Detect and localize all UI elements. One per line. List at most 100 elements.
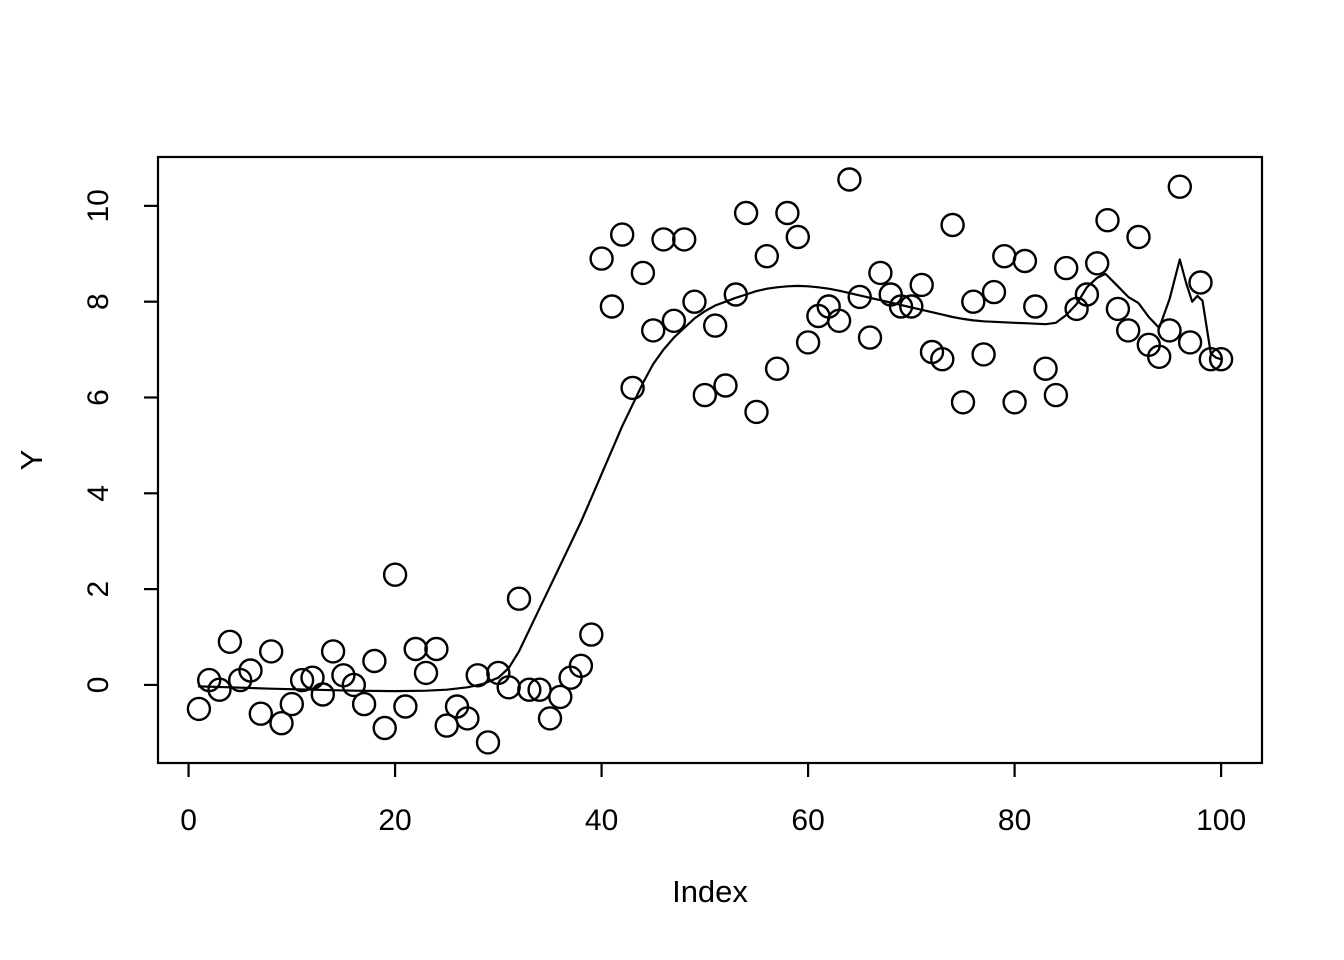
data-point bbox=[961, 289, 986, 314]
data-point bbox=[238, 658, 263, 683]
data-point bbox=[537, 706, 563, 731]
data-point bbox=[1167, 174, 1193, 199]
data-point bbox=[269, 711, 294, 736]
data-point bbox=[713, 373, 738, 398]
data-point bbox=[754, 244, 779, 269]
data-point bbox=[455, 706, 480, 731]
data-point bbox=[207, 677, 232, 702]
data-point bbox=[703, 313, 728, 338]
data-point bbox=[620, 375, 645, 401]
data-point bbox=[1002, 390, 1027, 415]
data-point bbox=[775, 200, 800, 226]
data-point bbox=[1105, 296, 1131, 322]
data-point bbox=[1188, 270, 1213, 295]
data-point bbox=[486, 660, 511, 686]
x-tick-label: 80 bbox=[998, 804, 1031, 837]
data-point bbox=[857, 325, 883, 350]
data-point bbox=[888, 294, 914, 319]
data-point bbox=[940, 212, 965, 238]
data-point bbox=[1146, 344, 1172, 369]
data-point bbox=[599, 294, 625, 319]
data-point bbox=[1177, 330, 1203, 355]
data-point bbox=[382, 562, 408, 587]
data-point bbox=[1033, 356, 1058, 381]
data-point bbox=[320, 639, 346, 664]
data-point bbox=[1043, 382, 1069, 408]
data-point bbox=[506, 586, 532, 611]
data-point bbox=[548, 684, 573, 710]
data-point bbox=[1053, 255, 1079, 281]
x-tick-label: 40 bbox=[585, 804, 618, 837]
data-point bbox=[1023, 294, 1048, 319]
data-point bbox=[950, 390, 976, 415]
data-point bbox=[1074, 282, 1100, 307]
data-point bbox=[909, 272, 934, 298]
data-point bbox=[630, 260, 656, 286]
data-point bbox=[1126, 224, 1151, 250]
data-point bbox=[1012, 248, 1038, 274]
data-point bbox=[568, 653, 594, 678]
data-point bbox=[393, 694, 418, 719]
y-tick-label: 6 bbox=[82, 389, 115, 406]
data-point bbox=[899, 294, 924, 319]
plot-frame bbox=[156, 155, 1264, 765]
y-tick-label: 2 bbox=[82, 581, 115, 598]
y-axis: 0 2 4 6 8 10 bbox=[82, 189, 158, 693]
data-point bbox=[930, 347, 955, 372]
data-point bbox=[517, 677, 542, 702]
data-point bbox=[403, 636, 428, 662]
data-point bbox=[465, 663, 490, 688]
data-point bbox=[1208, 347, 1234, 372]
data-point bbox=[723, 282, 748, 307]
data-point bbox=[589, 246, 614, 271]
data-point bbox=[733, 200, 759, 226]
x-axis: 0 20 40 60 80 100 bbox=[180, 763, 1246, 837]
data-point bbox=[837, 167, 862, 192]
data-point bbox=[826, 308, 852, 333]
data-point bbox=[1115, 318, 1141, 343]
data-point bbox=[372, 715, 397, 741]
data-point bbox=[847, 284, 872, 310]
smoother-path bbox=[197, 258, 1223, 693]
data-point bbox=[785, 224, 810, 250]
data-point bbox=[868, 260, 893, 286]
data-point bbox=[362, 648, 387, 674]
data-point bbox=[744, 399, 769, 425]
data-points bbox=[186, 167, 1234, 755]
data-point bbox=[351, 691, 377, 717]
x-tick-label: 0 bbox=[180, 804, 197, 837]
data-point bbox=[692, 382, 717, 408]
data-point bbox=[186, 696, 212, 722]
data-point bbox=[1198, 347, 1224, 372]
x-tick-label: 100 bbox=[1196, 804, 1246, 837]
y-tick-label: 4 bbox=[82, 485, 115, 502]
y-axis-title: Y bbox=[14, 450, 49, 471]
data-point bbox=[248, 701, 273, 726]
y-tick-label: 10 bbox=[82, 189, 115, 222]
data-point bbox=[1064, 296, 1089, 322]
data-point bbox=[651, 227, 676, 252]
data-point bbox=[610, 222, 635, 247]
x-tick-label: 20 bbox=[378, 804, 411, 837]
data-point bbox=[289, 667, 315, 693]
data-point bbox=[413, 660, 439, 686]
data-point bbox=[475, 730, 501, 755]
x-axis-title: Index bbox=[672, 874, 748, 909]
data-point bbox=[1084, 251, 1110, 276]
data-point bbox=[279, 691, 304, 717]
data-point bbox=[310, 682, 335, 707]
y-tick-label: 8 bbox=[82, 293, 115, 310]
data-point bbox=[579, 622, 604, 647]
data-point bbox=[1157, 318, 1182, 343]
data-point bbox=[992, 244, 1017, 269]
data-point bbox=[259, 639, 284, 664]
data-point bbox=[1095, 207, 1120, 233]
smoother-line bbox=[197, 258, 1223, 693]
data-point bbox=[424, 636, 449, 662]
data-point bbox=[496, 675, 521, 700]
data-point bbox=[641, 318, 666, 343]
data-point bbox=[971, 342, 996, 367]
data-point bbox=[682, 289, 707, 314]
